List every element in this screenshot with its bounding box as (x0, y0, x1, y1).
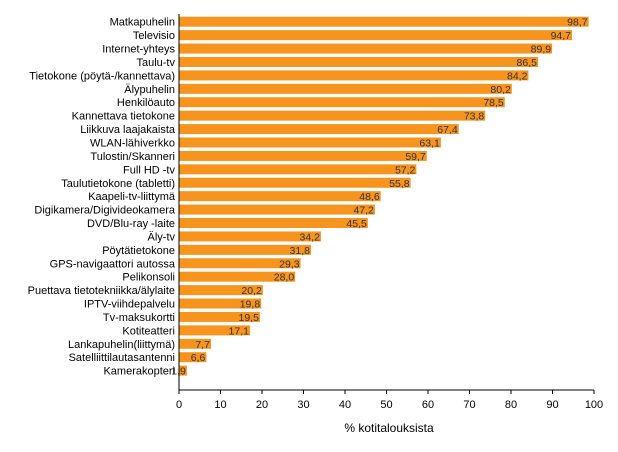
bar (179, 16, 589, 27)
category-label: WLAN-lähiverkko (90, 137, 175, 149)
data-label: 31,8 (290, 245, 311, 257)
data-label: 29,3 (279, 258, 300, 270)
x-tick-label: 90 (546, 399, 558, 411)
bar (179, 56, 538, 67)
data-label: 84,2 (507, 70, 528, 82)
x-tick-label: 30 (297, 399, 309, 411)
bar (179, 285, 263, 296)
data-label: 78,5 (483, 97, 504, 109)
category-label: IPTV-viihdepalvelu (84, 299, 175, 311)
category-label: Kotiteatteri (122, 325, 175, 337)
category-label: Kannettava tietokone (72, 111, 175, 123)
x-tick-label: 0 (176, 399, 182, 411)
data-label: 67,4 (437, 124, 458, 136)
category-label: Kamerakopteri (103, 366, 175, 378)
data-label: 47,2 (353, 205, 374, 217)
bar (179, 43, 553, 54)
category-label: Matkapuhelin (110, 17, 175, 29)
bar (179, 271, 296, 282)
bar (179, 70, 529, 81)
data-label: 89,9 (531, 44, 552, 56)
category-label: Tv-maksukortti (103, 312, 175, 324)
category-label: Kaapeli-tv-liittymä (88, 191, 176, 203)
bar (179, 311, 260, 322)
category-label: GPS-navigaattori autossa (50, 258, 176, 270)
category-label: DVD/Blu-ray -laite (87, 218, 175, 230)
x-tick-label: 100 (585, 399, 603, 411)
data-label: 19,8 (240, 299, 261, 311)
data-label: 20,2 (241, 285, 262, 297)
bar (179, 150, 427, 161)
data-label: 55,8 (389, 178, 410, 190)
bar (179, 164, 417, 175)
category-label: Satelliittilautasantenni (69, 352, 175, 364)
category-label: Lankapuhelin(liittymä) (68, 339, 175, 351)
category-label: Internet-yhteys (102, 44, 175, 56)
bar (179, 83, 512, 94)
data-label: 17,1 (229, 325, 250, 337)
bar (179, 124, 459, 135)
category-label: Pöytätietokone (102, 245, 175, 257)
bar (179, 97, 505, 108)
category-label: Pelikonsoli (122, 272, 175, 284)
bar (179, 191, 381, 202)
x-tick-label: 50 (380, 399, 392, 411)
bar (179, 352, 207, 363)
category-label: Taulu-tv (136, 57, 175, 69)
data-label: 57,2 (395, 164, 416, 176)
bar (179, 231, 321, 242)
category-label: Äly-tv (148, 231, 176, 243)
data-label: 94,7 (551, 30, 572, 42)
category-label: Älypuhelin (124, 84, 175, 96)
bar (179, 365, 187, 376)
data-label: 48,6 (359, 191, 380, 203)
data-label: 59,7 (405, 151, 426, 163)
category-label: Henkilöauto (117, 97, 175, 109)
data-label: 19,5 (238, 312, 259, 324)
bar (179, 110, 486, 121)
x-tick-label: 70 (463, 399, 475, 411)
data-label: 73,8 (464, 111, 485, 123)
bar (179, 218, 368, 229)
x-axis-label: % kotitalouksista (344, 421, 434, 435)
data-label: 80,2 (490, 84, 511, 96)
category-label: Tulostin/Skanneri (90, 151, 175, 163)
x-tick-label: 10 (214, 399, 226, 411)
bar (179, 258, 301, 269)
bar (179, 30, 573, 41)
data-label: 6,6 (191, 352, 206, 364)
category-label: Full HD -tv (123, 164, 175, 176)
data-label: 28,0 (274, 272, 295, 284)
category-label: Taulutietokone (tabletti) (61, 178, 175, 190)
data-label: 7,7 (195, 339, 210, 351)
category-label: Liikkuva laajakaista (80, 124, 176, 136)
category-label: Digikamera/Digivideokamera (34, 205, 175, 217)
x-tick-label: 40 (339, 399, 351, 411)
x-tick-label: 20 (256, 399, 268, 411)
bar (179, 137, 441, 148)
data-label: 98,7 (567, 17, 588, 29)
data-label: 45,5 (346, 218, 367, 230)
data-label: 63,1 (419, 137, 440, 149)
bar (179, 244, 311, 255)
bar (179, 177, 411, 188)
category-label: Televisio (133, 30, 175, 42)
category-label: Tietokone (pöytä-/kannettava) (29, 70, 175, 82)
bar (179, 325, 250, 336)
data-label: 34,2 (299, 231, 320, 243)
bar (179, 338, 211, 349)
x-tick-label: 80 (505, 399, 517, 411)
category-label: Puettava tietotekniikka/älylaite (28, 285, 175, 297)
bar (179, 298, 262, 309)
data-label: 86,5 (517, 57, 538, 69)
x-tick-label: 60 (422, 399, 434, 411)
bar (179, 204, 375, 215)
